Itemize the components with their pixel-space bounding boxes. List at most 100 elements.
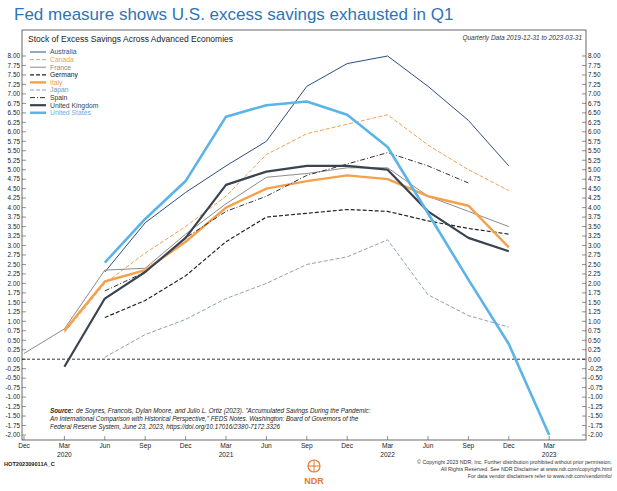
y-tick-label-right: 1.00 (588, 318, 601, 325)
y-tick-right (582, 311, 586, 312)
y-tick (22, 283, 26, 284)
y-tick-label: 5.50 (8, 147, 21, 154)
y-tick-right (582, 84, 586, 85)
y-tick (22, 93, 26, 94)
y-tick (22, 302, 26, 303)
x-month: Mar (220, 442, 232, 449)
copyright-line: © Copyright 2023 NDR, Inc. Further distr… (417, 459, 612, 465)
y-tick-label: 3.25 (8, 232, 21, 239)
x-tick (24, 436, 25, 440)
y-tick-label-right: -1.75 (588, 422, 603, 429)
y-tick (22, 207, 26, 208)
x-month: Sep (139, 442, 151, 450)
x-tick-label: Dec (341, 442, 353, 449)
y-tick-label: 3.00 (8, 242, 21, 249)
y-tick-label: 4.50 (8, 185, 21, 192)
y-tick (22, 179, 26, 180)
series-line (105, 101, 549, 435)
y-tick-right (582, 179, 586, 180)
y-tick (22, 311, 26, 312)
y-tick (22, 169, 26, 170)
x-month: Dec (341, 442, 353, 449)
legend-swatch (30, 67, 46, 68)
y-tick-label-right: 7.50 (588, 71, 601, 78)
y-tick-label-right: 4.25 (588, 194, 601, 201)
legend-swatch (30, 52, 46, 53)
x-tick-label: Mar2022 (380, 442, 395, 458)
y-tick (22, 406, 26, 407)
legend-swatch (30, 81, 46, 83)
y-tick-label: -0.75 (5, 384, 20, 391)
y-tick-label-right: 3.00 (588, 242, 601, 249)
y-tick-label: 0.75 (8, 327, 21, 334)
y-tick-label: 4.25 (8, 194, 21, 201)
x-tick (347, 436, 348, 440)
y-tick-label: 7.50 (8, 71, 21, 78)
x-month: Mar (382, 442, 394, 449)
y-tick (22, 150, 26, 151)
y-tick-right (582, 150, 586, 151)
y-tick (22, 84, 26, 85)
legend-label: United States (50, 109, 91, 116)
y-tick-right (582, 340, 586, 341)
y-tick-right (582, 207, 586, 208)
y-tick-label-right: 7.25 (588, 81, 601, 88)
y-tick-label: 5.00 (8, 166, 21, 173)
y-tick-label-right: 5.50 (588, 147, 601, 154)
y-tick (22, 368, 26, 369)
y-tick (22, 254, 26, 255)
series-line (64, 175, 508, 330)
y-tick-label-right: -1.25 (588, 403, 603, 410)
x-tick-label: Mar2020 (57, 442, 72, 458)
legend-label: France (50, 64, 71, 71)
y-tick (22, 349, 26, 350)
y-tick-right (582, 74, 586, 75)
y-tick (22, 273, 26, 274)
x-month: Jun (423, 442, 434, 449)
y-tick (22, 56, 26, 57)
y-tick-right (582, 169, 586, 170)
y-tick-label: 7.25 (8, 81, 21, 88)
x-tick-label: Dec (18, 442, 30, 449)
y-tick-right (582, 160, 586, 161)
chart-title: Stock of Excess Savings Across Advanced … (28, 34, 233, 44)
y-tick-label-right: 1.25 (588, 308, 601, 315)
x-year: 2020 (57, 451, 72, 458)
y-tick (22, 435, 26, 436)
y-tick-label-right: -1.00 (588, 393, 603, 400)
x-month: Sep (463, 442, 475, 450)
y-tick-label-right: 6.00 (588, 128, 601, 135)
y-tick-label-right: 2.50 (588, 261, 601, 268)
y-tick-right (582, 368, 586, 369)
x-tick (306, 436, 307, 440)
source-line: An International Comparison with Histori… (49, 415, 359, 423)
logo-text: NDR (304, 476, 324, 486)
y-tick-label-right: 5.00 (588, 166, 601, 173)
x-tick-label: Dec (503, 442, 515, 449)
y-tick-label: 2.50 (8, 261, 21, 268)
y-tick-label: 0.25 (8, 346, 21, 353)
copyright-line: All Rights Reserved. See NDR Disclaimer … (441, 466, 612, 472)
x-month: Mar (544, 442, 556, 449)
y-tick-label: 1.75 (8, 289, 21, 296)
y-tick-right (582, 65, 586, 66)
x-tick-label: Sep (463, 442, 475, 450)
series-line (105, 240, 509, 358)
x-tick-label: Dec (180, 442, 192, 449)
y-tick (22, 198, 26, 199)
y-tick-label: -1.25 (5, 403, 20, 410)
y-tick (22, 292, 26, 293)
y-tick-label-right: 2.00 (588, 280, 601, 287)
y-tick (22, 188, 26, 189)
x-tick (185, 436, 186, 440)
y-tick-label-right: 8.00 (588, 52, 601, 59)
y-tick-label-right: 3.25 (588, 232, 601, 239)
x-tick (549, 436, 550, 440)
y-tick-right (582, 321, 586, 322)
y-tick-label: 6.00 (8, 128, 21, 135)
y-tick (22, 416, 26, 417)
y-tick-right (582, 122, 586, 123)
y-tick-label-right: 0.50 (588, 337, 601, 344)
x-tick (266, 436, 267, 440)
x-year: 2023 (542, 451, 557, 458)
